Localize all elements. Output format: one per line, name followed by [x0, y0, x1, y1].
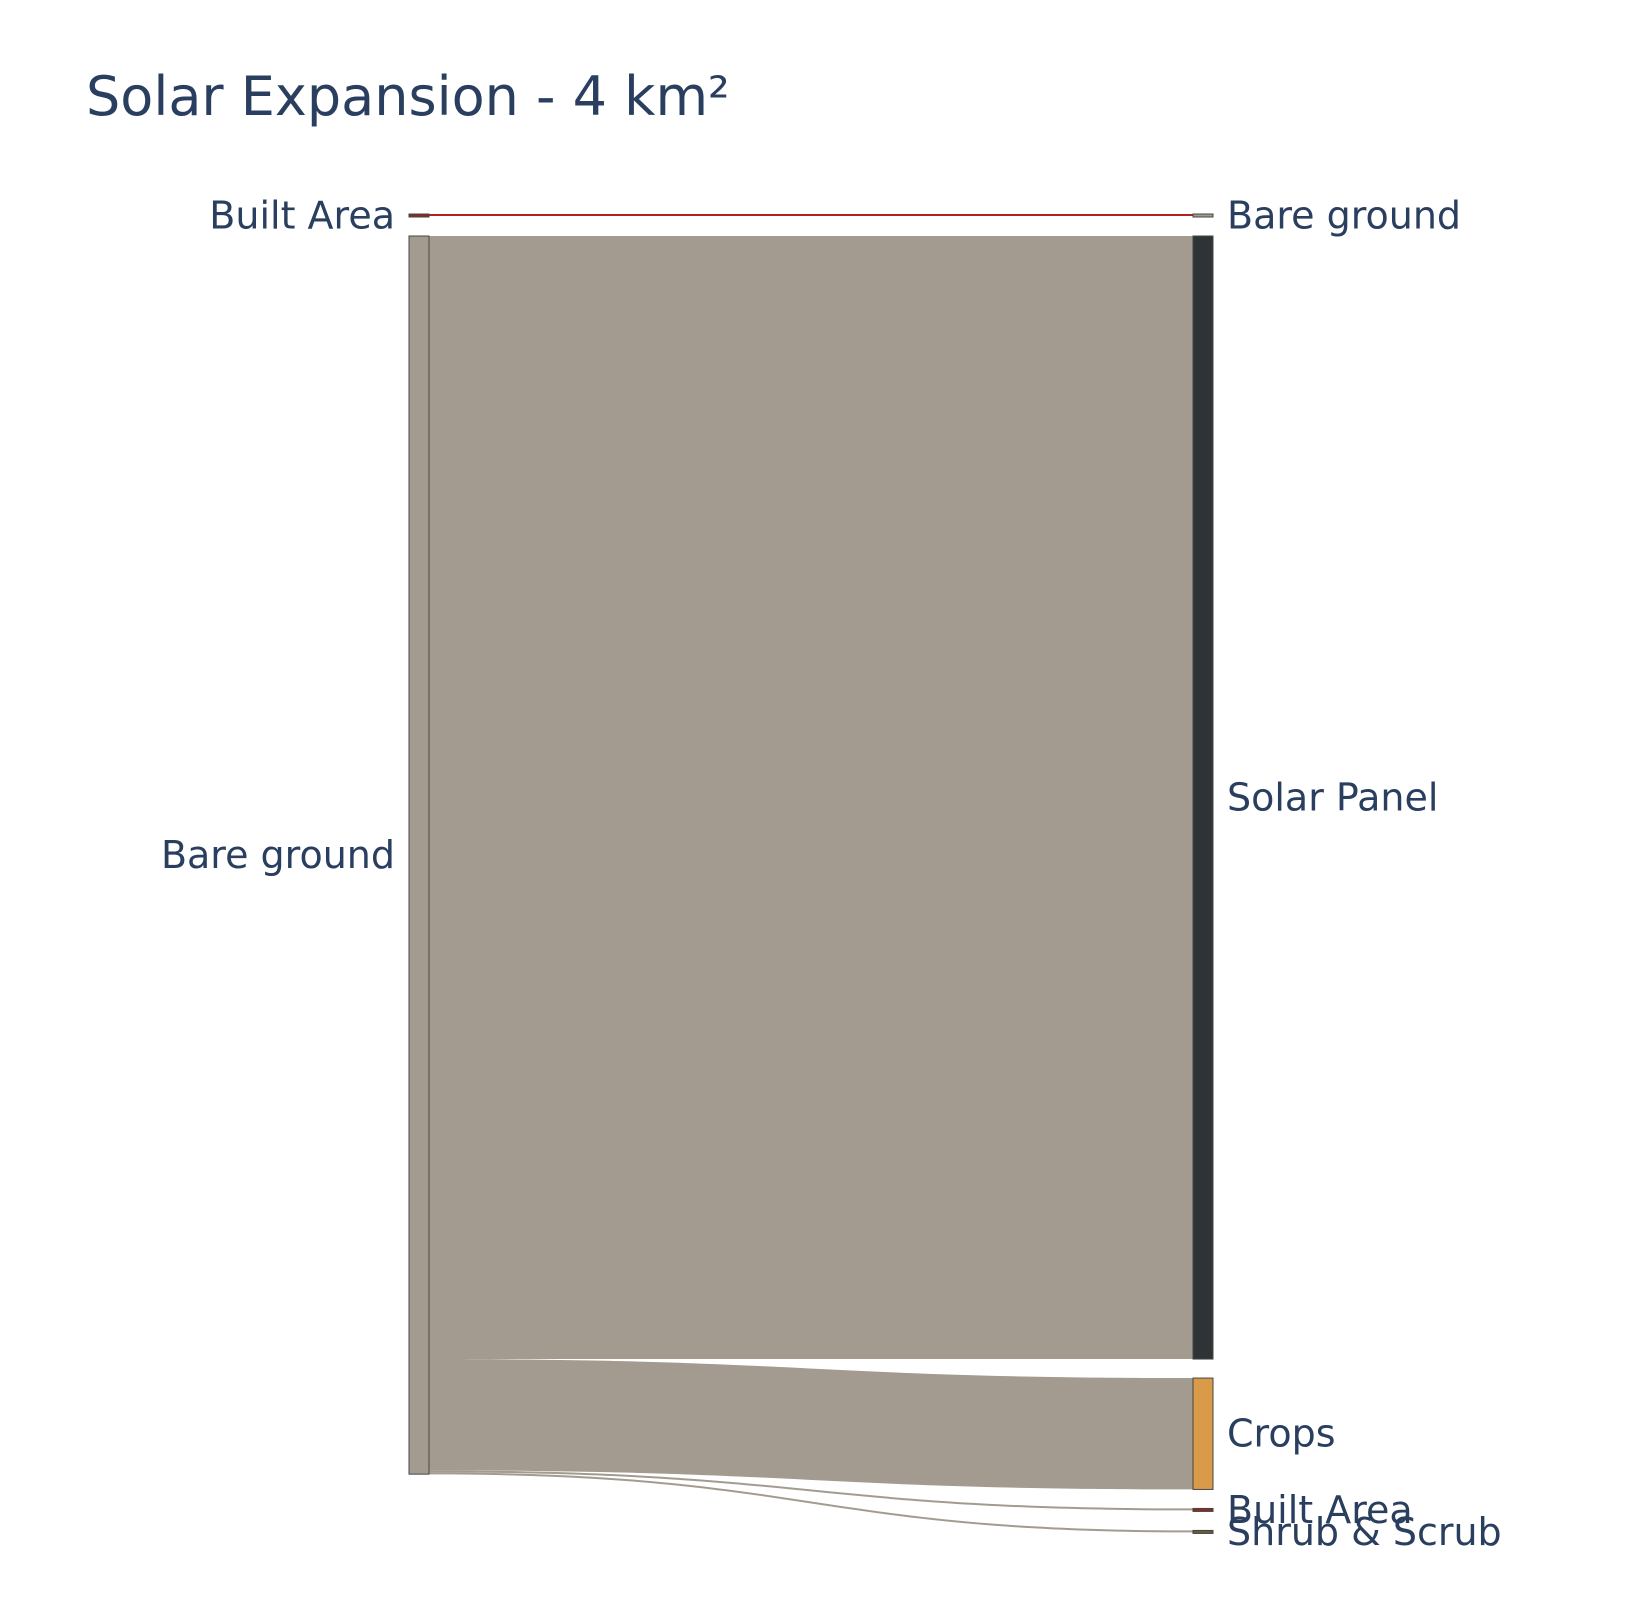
node-label-dst_solar: Solar Panel: [1227, 776, 1438, 820]
node-label-src_bare: Bare ground: [161, 833, 395, 877]
labels-layer: Built Area Bare ground Bare ground Solar Pa…: [161, 194, 1502, 1554]
node-dst_crops[interactable]: [1192, 1377, 1214, 1490]
link-src_bare-to-dst_built[interactable]: [429, 1470, 1193, 1511]
node-dst_shrub[interactable]: [1192, 1529, 1214, 1534]
node-dst_bare[interactable]: [1192, 213, 1214, 218]
link-src_bare-to-dst_crops[interactable]: [429, 1359, 1193, 1490]
node-label-dst_bare: Bare ground: [1227, 194, 1461, 238]
node-dst_solar[interactable]: [1192, 235, 1214, 1360]
node-dst_built[interactable]: [1192, 1507, 1214, 1512]
node-label-dst_shrub: Shrub & Scrub: [1227, 1510, 1502, 1554]
chart-title: Solar Expansion - 4 km²: [86, 65, 730, 128]
node-src_bare[interactable]: [408, 235, 430, 1475]
links-layer: [429, 214, 1193, 1533]
node-src_built[interactable]: [408, 213, 430, 218]
nodes-layer: [408, 213, 1214, 1534]
node-label-src_built: Built Area: [209, 194, 395, 238]
link-src_bare-to-dst_solar[interactable]: [429, 236, 1193, 1360]
link-src_built-to-dst_bare[interactable]: [429, 214, 1193, 216]
link-src_bare-to-dst_shrub[interactable]: [429, 1472, 1193, 1533]
node-label-dst_crops: Crops: [1227, 1412, 1336, 1456]
node-label-dst_built: Built Area: [1227, 1488, 1413, 1532]
